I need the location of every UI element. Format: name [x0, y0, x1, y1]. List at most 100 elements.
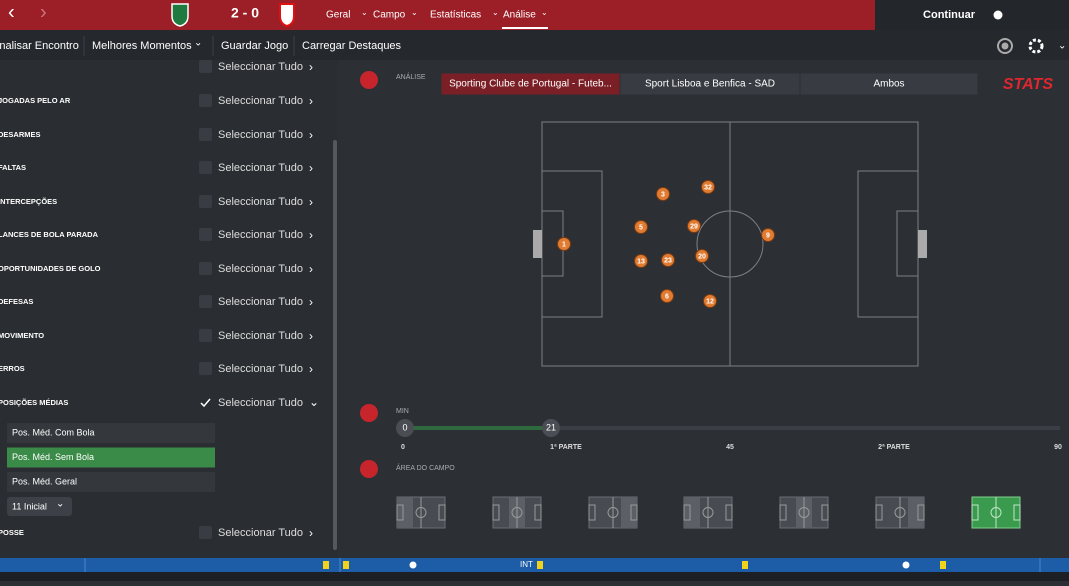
player-marker[interactable]	[660, 289, 674, 303]
select-all[interactable]: Seleccionar Tudo	[218, 129, 303, 141]
mini-box-l	[971, 504, 979, 521]
continue-icon	[993, 10, 1003, 20]
player-marker[interactable]	[634, 254, 648, 268]
checkbox[interactable]	[199, 195, 212, 208]
checkbox[interactable]	[199, 128, 212, 141]
continue-button[interactable]	[875, 0, 1069, 30]
area-filter[interactable]	[875, 496, 925, 529]
team-tab[interactable]	[799, 72, 979, 96]
toolbar-button[interactable]: Carregar Destaques	[302, 40, 402, 52]
timeline-marker: INT	[520, 560, 533, 569]
row-chevron: ›	[309, 526, 313, 540]
player-marker[interactable]	[687, 219, 701, 233]
mini-circle	[990, 507, 1002, 518]
player-marker[interactable]	[656, 187, 670, 201]
option[interactable]	[7, 447, 215, 468]
player-marker[interactable]	[634, 220, 648, 234]
option[interactable]	[7, 472, 215, 492]
player-number: 29	[690, 223, 698, 230]
select-all[interactable]: Seleccionar Tudo	[218, 229, 303, 241]
end-handle[interactable]	[542, 419, 560, 437]
checkbox[interactable]	[199, 526, 212, 539]
player-number: 12	[706, 298, 714, 305]
toolbar-button[interactable]: Guardar Jogo	[221, 40, 288, 52]
checkbox[interactable]	[199, 94, 212, 107]
scrollbar[interactable]	[333, 140, 337, 550]
area-filter[interactable]	[492, 496, 542, 529]
checkbox[interactable]	[199, 228, 212, 241]
category-label: JOGADAS PELO AR	[0, 96, 71, 105]
forward-arrow[interactable]: ›	[40, 1, 47, 23]
option-label: Pos. Méd. Sem Bola	[12, 452, 94, 462]
mini-zone	[908, 497, 924, 528]
area-filter[interactable]	[779, 496, 829, 529]
mini-box-r	[725, 504, 733, 521]
back-arrow[interactable]: ‹	[8, 1, 15, 23]
nav-item[interactable]: Estatísticas	[430, 10, 481, 21]
card-event[interactable]	[323, 561, 329, 569]
checkbox[interactable]	[199, 60, 212, 73]
checkmark	[200, 398, 211, 408]
row-chevron: ›	[309, 362, 313, 376]
match-timeline	[0, 558, 1069, 572]
select-all[interactable]: Seleccionar Tudo	[218, 397, 303, 409]
settings-icon[interactable]	[1028, 38, 1044, 54]
checkbox[interactable]	[199, 295, 212, 308]
player-marker[interactable]	[703, 294, 717, 308]
goal-event[interactable]	[409, 561, 417, 569]
player-marker[interactable]	[661, 253, 675, 267]
select-all[interactable]: Seleccionar Tudo	[218, 363, 303, 375]
select-all[interactable]: Seleccionar Tudo	[218, 263, 303, 275]
player-marker[interactable]	[701, 180, 715, 194]
checkbox[interactable]	[199, 161, 212, 174]
team-tab-label[interactable]: Sport Lisboa e Benfica - SAD	[645, 79, 775, 90]
card-event[interactable]	[537, 561, 543, 569]
select-all[interactable]: Seleccionar Tudo	[218, 330, 303, 342]
card-event[interactable]	[940, 561, 946, 569]
category-label: INTERCEPÇÕES	[0, 197, 57, 206]
select-all[interactable]: Seleccionar Tudo	[218, 196, 303, 208]
nav-item[interactable]: Análise	[503, 10, 536, 21]
option-label: Pos. Méd. Com Bola	[12, 427, 95, 437]
select-all[interactable]: Seleccionar Tudo	[218, 162, 303, 174]
start-handle[interactable]	[396, 419, 414, 437]
select-all[interactable]: Seleccionar Tudo	[218, 95, 303, 107]
player-marker[interactable]	[761, 228, 775, 242]
area-filter[interactable]	[588, 496, 638, 529]
mini-box-l	[396, 504, 404, 521]
continue-label[interactable]: Continuar	[923, 9, 976, 21]
toolbar	[0, 30, 1069, 60]
mini-box-l	[683, 504, 691, 521]
area-filter[interactable]	[396, 496, 446, 529]
option[interactable]	[7, 423, 215, 443]
goal-event[interactable]	[902, 561, 910, 569]
nav-item[interactable]: Geral	[326, 10, 350, 21]
checkbox[interactable]	[199, 262, 212, 275]
score: 2 - 0	[231, 5, 259, 21]
card-event[interactable]	[343, 561, 349, 569]
nav-chevron: ⌄	[541, 8, 548, 17]
category-label: DEFESAS	[0, 297, 33, 306]
checkbox[interactable]	[199, 329, 212, 342]
checkbox[interactable]	[199, 362, 212, 375]
row-chevron: ›	[309, 128, 313, 142]
area-filter[interactable]	[971, 496, 1021, 529]
row-chevron: ›	[309, 161, 313, 175]
player-marker[interactable]	[695, 249, 709, 263]
nav-item[interactable]: Campo	[373, 10, 406, 21]
team-tab-label[interactable]: Ambos	[873, 79, 904, 90]
area-filter[interactable]	[683, 496, 733, 529]
select-all[interactable]: Seleccionar Tudo	[218, 61, 303, 73]
lineup-label: 11 Inicial	[12, 501, 47, 511]
player-marker[interactable]	[557, 237, 571, 251]
toolbar-button[interactable]: Analisar Encontro	[0, 40, 79, 52]
card-event[interactable]	[742, 561, 748, 569]
time-icon	[360, 404, 378, 422]
category-label: LANCES DE BOLA PARADA	[0, 230, 99, 239]
team-tab-label[interactable]: Sporting Clube de Portugal - Futeb...	[449, 79, 612, 90]
lineup-dropdown[interactable]	[7, 497, 72, 516]
toolbar-button[interactable]: Melhores Momentos	[92, 40, 192, 52]
select-all[interactable]: Seleccionar Tudo	[218, 296, 303, 308]
record-icon[interactable]	[997, 38, 1013, 54]
select-all[interactable]: Seleccionar Tudo	[218, 527, 303, 539]
